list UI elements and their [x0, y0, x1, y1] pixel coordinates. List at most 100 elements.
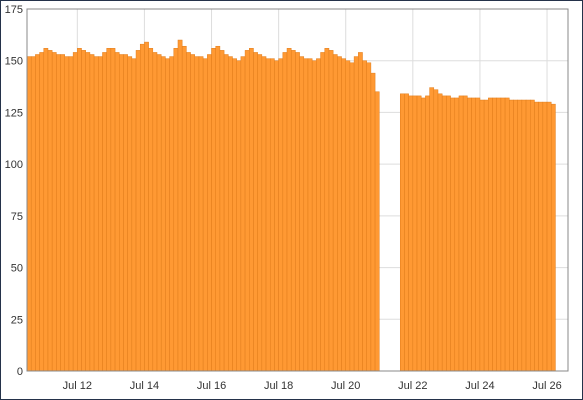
- bar: [261, 56, 267, 372]
- bar: [450, 97, 456, 372]
- bar: [144, 41, 149, 372]
- bar: [332, 54, 338, 372]
- bar: [114, 52, 120, 372]
- y-tick-label: 75: [11, 211, 23, 223]
- bar: [135, 50, 141, 372]
- bar: [244, 50, 250, 372]
- bar: [303, 58, 309, 372]
- bar: [119, 54, 124, 372]
- bar: [500, 97, 506, 372]
- x-tick-label: Jul 12: [63, 380, 92, 392]
- bar: [337, 56, 342, 372]
- bar: [425, 95, 430, 372]
- bar: [366, 62, 372, 372]
- bar: [320, 52, 326, 372]
- bar: [437, 93, 443, 372]
- bar: [496, 97, 502, 372]
- bar: [60, 54, 65, 372]
- bar: [509, 99, 514, 372]
- bar: [274, 60, 279, 372]
- bar: [190, 54, 196, 372]
- bar: [324, 48, 330, 372]
- y-axis: 0 25 50 75 100 125 150 175: [5, 4, 23, 378]
- bar: [399, 93, 405, 372]
- bar: [240, 56, 246, 372]
- y-tick-label: 100: [5, 159, 23, 171]
- bar: [165, 58, 170, 372]
- bar: [51, 52, 57, 372]
- bar: [295, 52, 300, 372]
- bar: [341, 58, 346, 372]
- bar: [488, 97, 493, 372]
- bar: [370, 72, 376, 372]
- bar: [98, 56, 103, 372]
- bar: [362, 60, 367, 372]
- bar: [471, 97, 476, 372]
- bar: [374, 91, 380, 372]
- bar: [483, 99, 489, 372]
- bar: [358, 52, 363, 372]
- bar: [39, 52, 45, 372]
- bar: [534, 101, 539, 372]
- bar: [316, 58, 321, 372]
- bar: [177, 39, 183, 372]
- bar: [181, 45, 187, 372]
- bar: [538, 101, 544, 372]
- bar: [81, 50, 86, 372]
- bar: [299, 56, 305, 372]
- bar: [110, 48, 116, 372]
- bar: [72, 52, 78, 372]
- bar: [152, 52, 158, 372]
- bar: [202, 58, 208, 372]
- bar: [307, 58, 313, 372]
- bar: [265, 58, 271, 372]
- y-tick-label: 175: [5, 4, 23, 16]
- bar: [286, 48, 292, 372]
- bar: [429, 87, 435, 372]
- bar: [441, 95, 447, 372]
- bar: [257, 54, 263, 372]
- x-tick-label: Jul 20: [331, 380, 360, 392]
- bar: [462, 95, 468, 372]
- bar: [249, 48, 254, 372]
- bar: [353, 56, 359, 372]
- bar: [345, 60, 351, 372]
- bar: [328, 50, 334, 372]
- bar: [186, 52, 191, 372]
- bar: [89, 54, 95, 372]
- bar: [127, 56, 133, 372]
- bar: [173, 48, 179, 372]
- bar: [215, 45, 221, 372]
- bar: [433, 89, 439, 372]
- bar: [169, 56, 175, 372]
- bar: [282, 52, 288, 372]
- y-tick-label: 50: [11, 263, 23, 275]
- bar: [269, 58, 275, 372]
- y-tick-label: 150: [5, 56, 23, 68]
- bar: [106, 48, 112, 372]
- bar: [43, 48, 49, 372]
- bar: [223, 54, 229, 372]
- bar: [26, 56, 32, 372]
- bar: [194, 56, 200, 372]
- bar: [35, 54, 40, 372]
- bar: [253, 52, 258, 372]
- plot-border: [26, 8, 569, 372]
- bar: [211, 48, 216, 372]
- bar: [408, 95, 414, 372]
- bar: [521, 99, 527, 372]
- x-tick-label: Jul 16: [197, 380, 226, 392]
- bar: [68, 56, 74, 372]
- y-tick-label: 0: [17, 366, 23, 378]
- bar: [85, 52, 91, 372]
- bar: [542, 101, 548, 372]
- bar: [278, 58, 284, 372]
- bar: [416, 95, 422, 372]
- y-tick-label: 125: [5, 107, 23, 119]
- bar: [236, 60, 242, 372]
- bar: [446, 95, 451, 372]
- bar: [412, 95, 418, 372]
- x-tick-label: Jul 14: [130, 380, 159, 392]
- bar: [30, 56, 36, 372]
